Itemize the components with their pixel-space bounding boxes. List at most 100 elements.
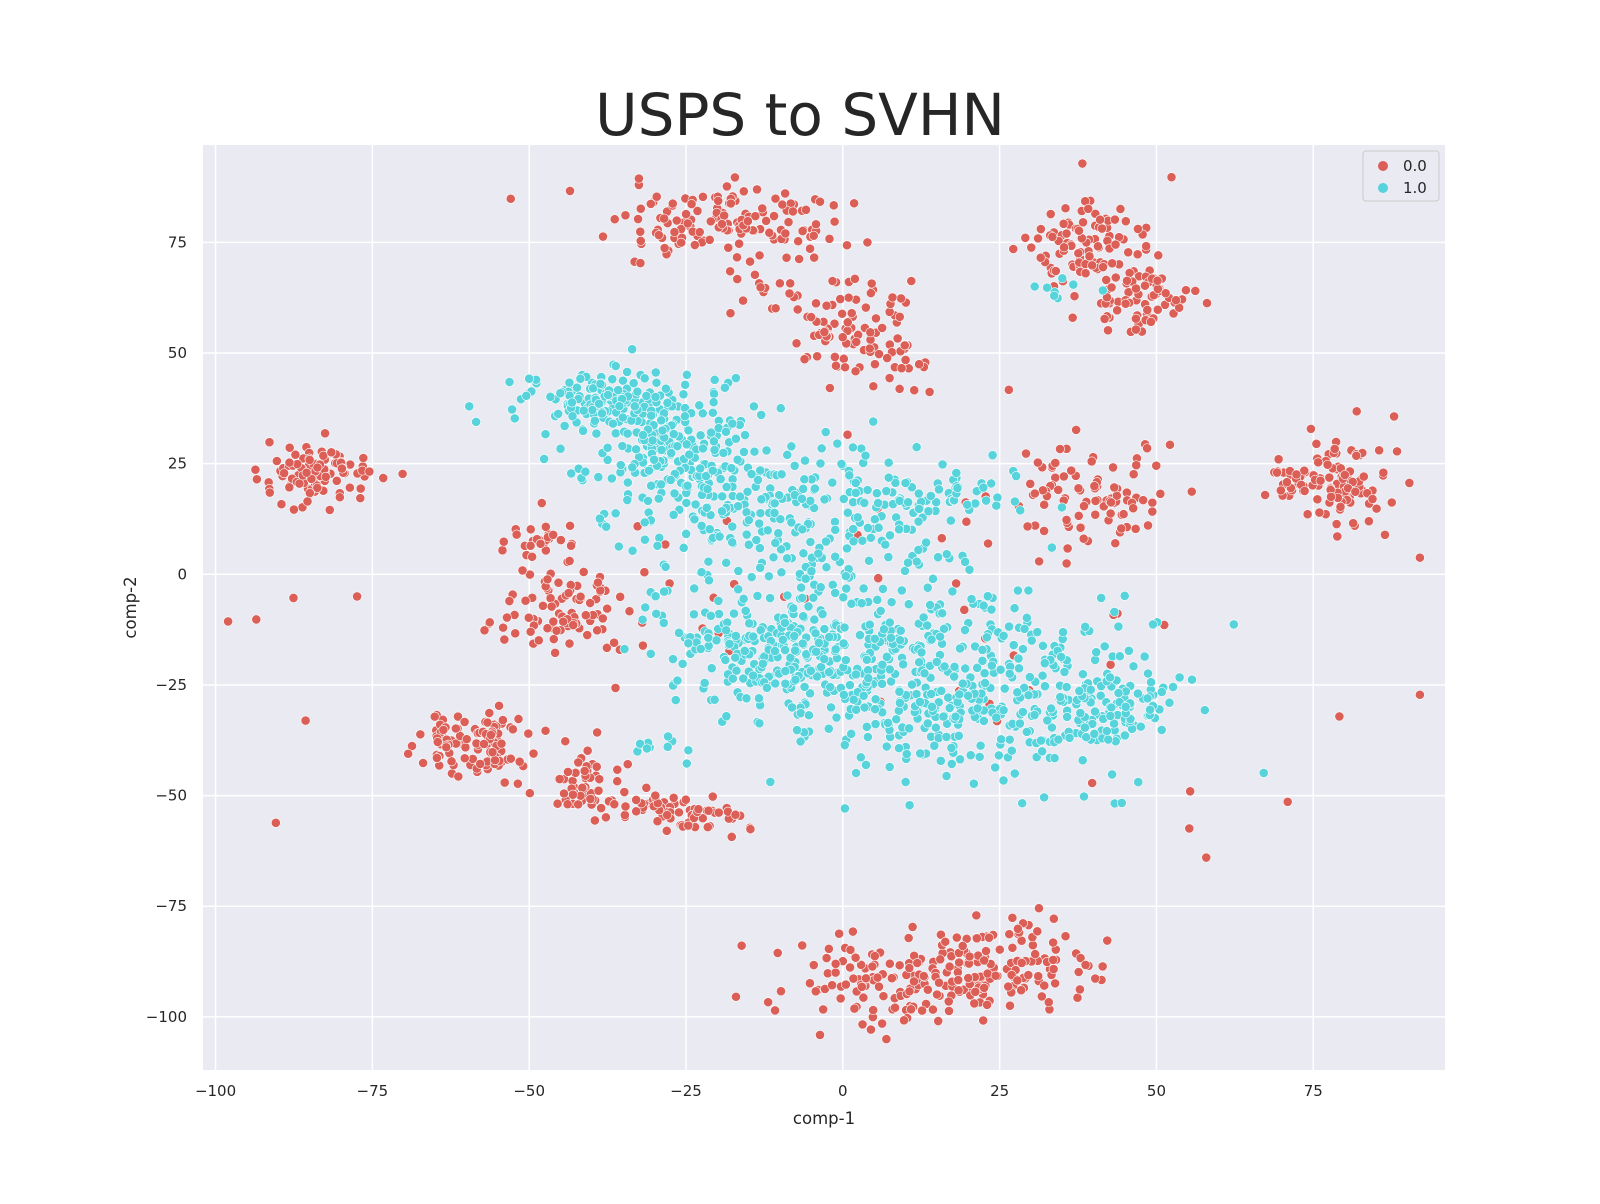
- point-0.0: [1415, 552, 1425, 563]
- point-0.0: [622, 759, 633, 770]
- y-tick-label: −50: [155, 787, 187, 805]
- point-0.0: [785, 278, 796, 289]
- point-0.0: [869, 951, 880, 961]
- point-0.0: [742, 216, 753, 227]
- point-0.0: [1048, 937, 1059, 948]
- point-0.0: [653, 230, 664, 240]
- point-1.0: [896, 585, 907, 596]
- point-0.0: [514, 756, 525, 767]
- point-0.0: [1103, 325, 1113, 336]
- point-1.0: [727, 673, 738, 684]
- point-1.0: [545, 391, 556, 402]
- point-0.0: [1339, 470, 1350, 480]
- point-0.0: [1036, 991, 1047, 1002]
- point-1.0: [631, 444, 641, 455]
- point-1.0: [894, 524, 904, 535]
- point-1.0: [1062, 711, 1072, 722]
- point-0.0: [872, 972, 883, 983]
- point-0.0: [887, 292, 898, 303]
- point-1.0: [844, 470, 855, 481]
- point-1.0: [805, 665, 816, 676]
- point-1.0: [1058, 627, 1068, 638]
- point-1.0: [706, 663, 717, 674]
- point-0.0: [1008, 244, 1019, 254]
- point-1.0: [914, 657, 924, 668]
- point-1.0: [798, 611, 809, 622]
- point-1.0: [787, 702, 797, 713]
- point-0.0: [1128, 503, 1139, 514]
- point-0.0: [635, 258, 646, 268]
- point-1.0: [955, 643, 965, 654]
- point-0.0: [1315, 475, 1326, 486]
- point-1.0: [895, 625, 906, 636]
- point-1.0: [756, 494, 767, 505]
- point-0.0: [545, 593, 556, 604]
- point-0.0: [1035, 224, 1046, 234]
- point-1.0: [960, 663, 971, 674]
- point-1.0: [681, 439, 692, 450]
- point-1.0: [862, 732, 873, 742]
- point-0.0: [284, 457, 295, 468]
- point-0.0: [732, 274, 743, 284]
- point-1.0: [580, 466, 591, 477]
- point-0.0: [877, 1018, 888, 1029]
- point-1.0: [813, 637, 824, 648]
- point-1.0: [683, 425, 694, 436]
- point-1.0: [744, 618, 755, 629]
- point-0.0: [355, 483, 366, 494]
- point-0.0: [276, 499, 287, 510]
- point-1.0: [970, 498, 981, 509]
- point-0.0: [1389, 411, 1399, 422]
- point-1.0: [730, 652, 741, 663]
- point-0.0: [979, 955, 990, 966]
- point-1.0: [755, 562, 766, 573]
- point-1.0: [741, 693, 752, 704]
- point-1.0: [931, 657, 942, 667]
- point-0.0: [609, 637, 620, 648]
- point-1.0: [817, 609, 828, 619]
- point-0.0: [702, 822, 713, 832]
- point-0.0: [593, 785, 604, 796]
- point-1.0: [850, 478, 861, 488]
- point-0.0: [799, 354, 810, 365]
- point-1.0: [637, 614, 648, 625]
- point-1.0: [780, 645, 790, 655]
- point-0.0: [669, 227, 680, 237]
- point-0.0: [1059, 242, 1069, 253]
- point-0.0: [963, 973, 974, 983]
- point-0.0: [994, 944, 1005, 955]
- point-1.0: [735, 491, 745, 502]
- point-0.0: [301, 467, 312, 478]
- point-0.0: [1108, 462, 1118, 473]
- point-0.0: [713, 195, 724, 206]
- point-1.0: [838, 689, 849, 700]
- point-1.0: [776, 469, 787, 480]
- point-1.0: [504, 377, 515, 387]
- point-0.0: [1099, 314, 1110, 324]
- point-0.0: [899, 1015, 909, 1026]
- point-0.0: [671, 215, 682, 226]
- point-0.0: [982, 968, 993, 979]
- point-1.0: [696, 520, 707, 531]
- point-1.0: [743, 515, 754, 526]
- point-1.0: [591, 428, 602, 439]
- point-0.0: [585, 794, 596, 804]
- point-1.0: [1113, 621, 1124, 632]
- point-0.0: [288, 593, 299, 603]
- point-1.0: [1074, 686, 1085, 696]
- point-0.0: [573, 757, 584, 768]
- point-0.0: [512, 778, 523, 789]
- point-1.0: [861, 721, 872, 732]
- point-0.0: [560, 736, 571, 747]
- point-0.0: [1171, 295, 1181, 306]
- point-0.0: [1089, 481, 1100, 491]
- point-0.0: [932, 989, 942, 1000]
- point-1.0: [841, 583, 852, 594]
- point-0.0: [479, 739, 489, 749]
- x-tick-label: 50: [1147, 1082, 1166, 1100]
- point-0.0: [757, 203, 768, 214]
- point-0.0: [1131, 460, 1142, 471]
- point-1.0: [1011, 471, 1022, 481]
- point-0.0: [1120, 298, 1131, 309]
- point-0.0: [577, 782, 588, 793]
